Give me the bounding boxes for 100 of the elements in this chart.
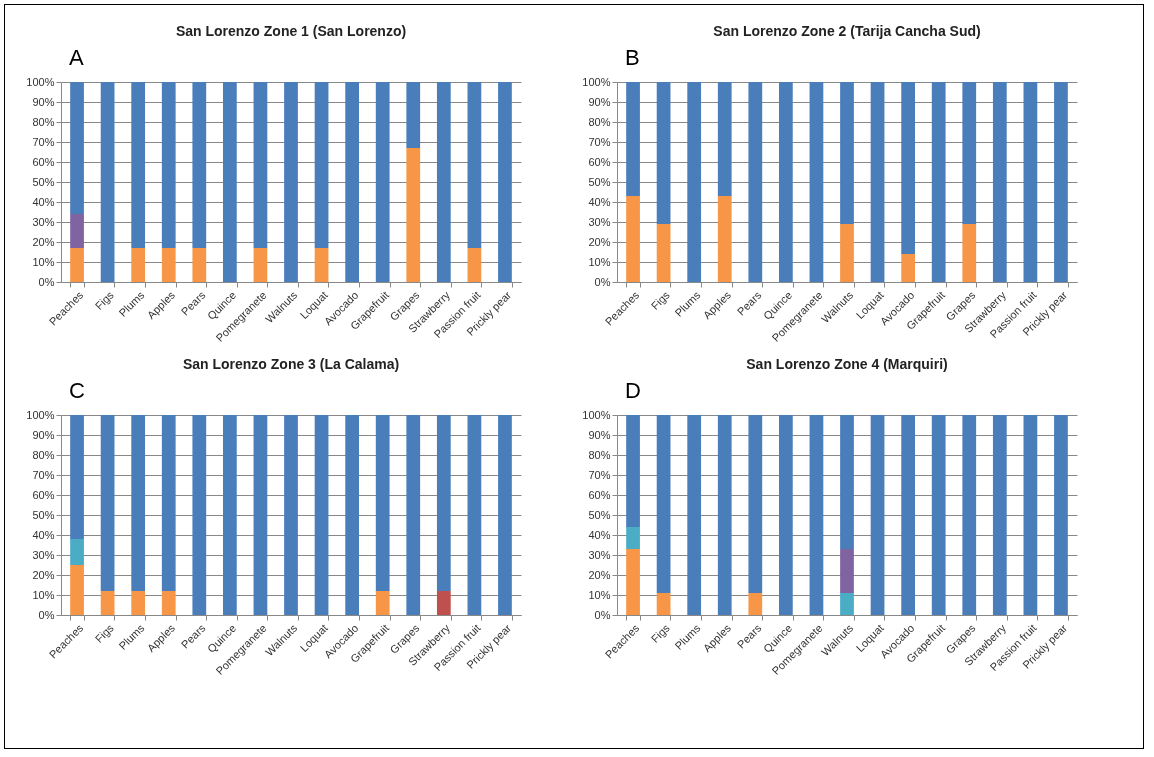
y-tick-label: 80%: [588, 115, 611, 128]
y-tick-label: 90%: [588, 428, 611, 441]
y-tick-label: 70%: [32, 468, 55, 481]
bar: [626, 196, 640, 282]
bar: [70, 565, 84, 615]
y-tick-label: 70%: [32, 135, 55, 148]
bar: [1054, 82, 1068, 282]
bar: [1054, 415, 1068, 615]
bar: [70, 539, 84, 565]
y-tick-label: 50%: [588, 175, 611, 188]
bar: [962, 82, 977, 224]
bar: [901, 82, 916, 254]
chart-title: San Lorenzo Zone 3 (La Calama): [182, 356, 400, 372]
bar: [626, 549, 640, 615]
y-tick-label: 60%: [588, 155, 611, 168]
x-tick-label: Figs: [92, 288, 117, 312]
y-tick-label: 100%: [26, 75, 55, 88]
bar: [717, 82, 732, 196]
bar: [870, 415, 885, 615]
bar: [687, 415, 702, 615]
bar: [131, 591, 146, 615]
bar: [100, 82, 115, 282]
bar: [717, 196, 732, 282]
bar: [748, 82, 763, 282]
bar: [498, 415, 512, 615]
bar: [498, 82, 512, 282]
bar: [840, 549, 854, 593]
bar: [192, 248, 207, 282]
text: C: [69, 378, 85, 403]
bar: [192, 415, 207, 615]
bar: [840, 224, 854, 282]
bar: [436, 415, 451, 591]
y-tick-label: 20%: [32, 568, 55, 581]
bar: [375, 82, 390, 282]
y-tick-label: 70%: [588, 468, 611, 481]
bar: [656, 82, 671, 224]
bar: [870, 82, 885, 282]
y-tick-label: 80%: [588, 448, 611, 461]
y-tick-label: 70%: [588, 135, 611, 148]
bar: [161, 591, 176, 615]
bar: [345, 82, 360, 282]
bar: [314, 415, 329, 615]
bar: [626, 82, 640, 196]
bar: [467, 248, 482, 282]
bar: [656, 593, 671, 615]
bar: [840, 415, 854, 549]
bar: [253, 248, 268, 282]
y-tick-label: 20%: [588, 568, 611, 581]
y-tick-label: 90%: [32, 95, 55, 108]
bar: [467, 82, 482, 248]
bar: [901, 415, 916, 615]
bar: [131, 82, 146, 248]
chart-title: San Lorenzo Zone 1 (San Lorenzo): [175, 23, 407, 39]
y-tick-label: 40%: [32, 195, 55, 208]
bar: [436, 82, 451, 282]
bar: [436, 591, 451, 615]
y-tick-label: 30%: [32, 548, 55, 561]
bar: [748, 593, 763, 615]
chart-title: San Lorenzo Zone 2 (Tarija Cancha Sud): [713, 23, 981, 39]
bar: [809, 82, 824, 282]
bar: [656, 224, 671, 282]
x-tick-label: Figs: [92, 621, 117, 645]
bar: [192, 82, 207, 248]
bar: [345, 415, 360, 615]
bar: [840, 593, 854, 615]
bar: [253, 415, 268, 615]
bar: [131, 415, 146, 591]
bar: [406, 415, 421, 615]
y-tick-label: 100%: [26, 408, 55, 421]
y-tick-label: 90%: [32, 428, 55, 441]
bar: [161, 82, 176, 248]
bar: [931, 415, 946, 615]
y-tick-label: 0%: [38, 275, 55, 288]
bar: [70, 82, 84, 214]
bar: [962, 224, 977, 282]
y-tick-label: 30%: [588, 548, 611, 561]
bar: [778, 415, 793, 615]
y-tick-label: 50%: [32, 175, 55, 188]
bar: [161, 248, 176, 282]
bar: [626, 415, 640, 527]
bar: [314, 82, 329, 248]
y-tick-label: 0%: [594, 608, 611, 621]
y-tick-label: 100%: [582, 75, 611, 88]
y-tick-label: 60%: [588, 488, 611, 501]
bar: [1023, 415, 1038, 615]
y-tick-label: 20%: [32, 235, 55, 248]
y-tick-label: 90%: [588, 95, 611, 108]
y-tick-label: 50%: [588, 508, 611, 521]
bar: [375, 415, 390, 591]
bar: [314, 248, 329, 282]
y-tick-label: 50%: [32, 508, 55, 521]
y-tick-label: 0%: [38, 608, 55, 621]
bar: [656, 415, 671, 593]
bar: [992, 415, 1007, 615]
bar: [809, 415, 824, 615]
y-tick-label: 40%: [32, 528, 55, 541]
bar: [375, 591, 390, 615]
bar: [748, 415, 763, 593]
bar: [222, 415, 237, 615]
bar: [717, 415, 732, 615]
